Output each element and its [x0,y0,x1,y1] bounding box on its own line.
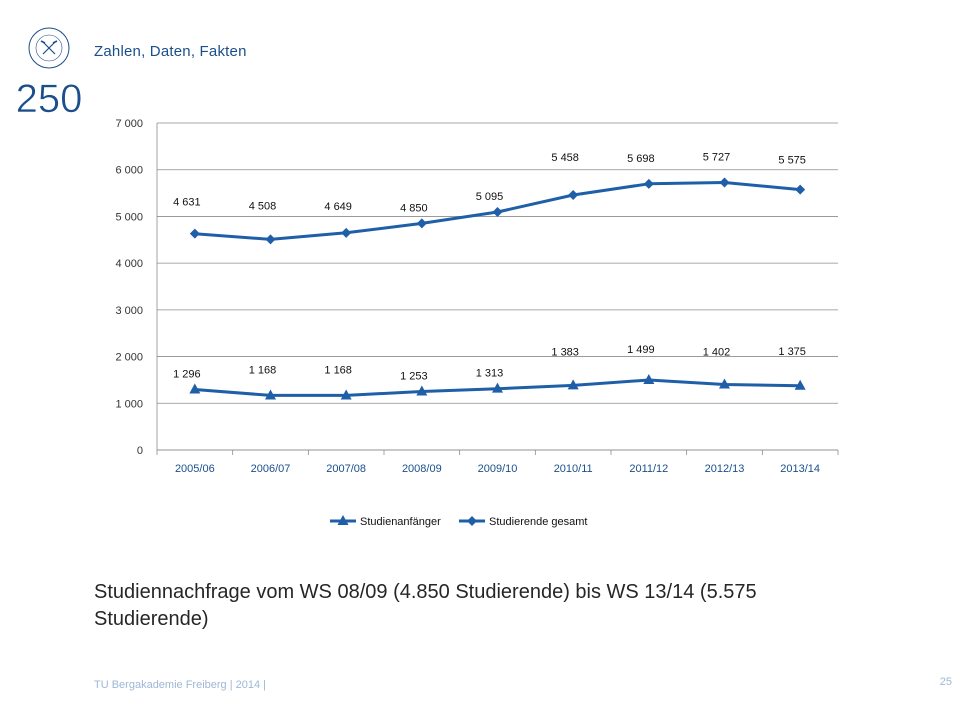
y-tick-label: 6 000 [115,165,143,177]
data-point [341,227,352,238]
data-point [492,382,503,393]
y-tick-label: 1 000 [115,398,143,410]
data-label: 1 375 [778,346,806,358]
y-tick-label: 5 000 [115,211,143,223]
data-point [416,218,427,229]
data-label: 5 458 [551,152,579,164]
x-tick-label: 2010/11 [554,463,593,475]
university-logo: 250 [6,26,92,121]
data-point [265,389,276,400]
data-label: 5 095 [476,191,504,203]
data-label: 1 168 [324,364,352,376]
data-point [719,177,730,188]
data-point [492,206,503,217]
data-point [567,379,579,390]
legend-label: Studienanfänger [360,516,441,528]
data-label: 5 727 [703,151,731,163]
data-label: 4 631 [173,197,201,209]
data-point [568,190,579,201]
data-label: 1 383 [551,346,579,358]
page-number: 25 [939,676,952,688]
x-tick-label: 2008/09 [402,463,442,475]
data-point [795,184,806,195]
slide-caption: Studiennachfrage vom WS 08/09 (4.850 Stu… [94,581,757,630]
y-tick-label: 4 000 [115,258,143,270]
data-label: 4 508 [249,200,277,212]
x-tick-label: 2006/07 [251,463,291,475]
data-point [189,228,200,239]
data-point [416,385,428,396]
data-label: 1 168 [249,364,277,376]
x-tick-label: 2013/14 [780,463,820,475]
logo-number: 250 [16,77,83,116]
line-chart: 0 1 000 2 000 3 000 4 000 5 000 6 000 7 000 2005… [115,118,839,528]
data-point [719,378,730,389]
data-label: 5 698 [627,153,655,165]
data-label: 1 499 [627,344,655,356]
data-point [643,373,655,384]
data-label: 4 649 [324,201,352,213]
section-title: Zahlen, Daten, Fakten [94,43,247,60]
data-label: 4 850 [400,202,428,214]
x-tick-label: 2009/10 [478,463,518,475]
data-point [340,389,352,400]
data-point [643,178,654,189]
x-tick-label: 2012/13 [705,463,745,475]
footer-text: TU Bergakademie Freiberg | 2014 | [94,679,267,691]
y-tick-label: 0 [137,445,143,457]
data-label: 5 575 [778,155,806,167]
legend-swatch-marker [337,515,349,525]
data-point [794,379,806,390]
data-point [189,383,201,394]
legend-label: Studierende gesamt [489,516,587,528]
data-label: 1 296 [173,368,201,380]
data-label: 1 253 [400,370,428,382]
y-tick-label: 3 000 [115,305,143,317]
data-point [265,234,276,245]
x-tick-label: 2007/08 [326,463,366,475]
y-tick-label: 2 000 [115,352,143,364]
data-label: 1 313 [476,368,504,380]
legend-swatch-marker [467,516,477,526]
x-tick-label: 2005/06 [175,463,215,475]
x-tick-label: 2011/12 [629,463,668,475]
y-tick-label: 7 000 [115,118,143,130]
data-label: 1 402 [703,347,731,359]
